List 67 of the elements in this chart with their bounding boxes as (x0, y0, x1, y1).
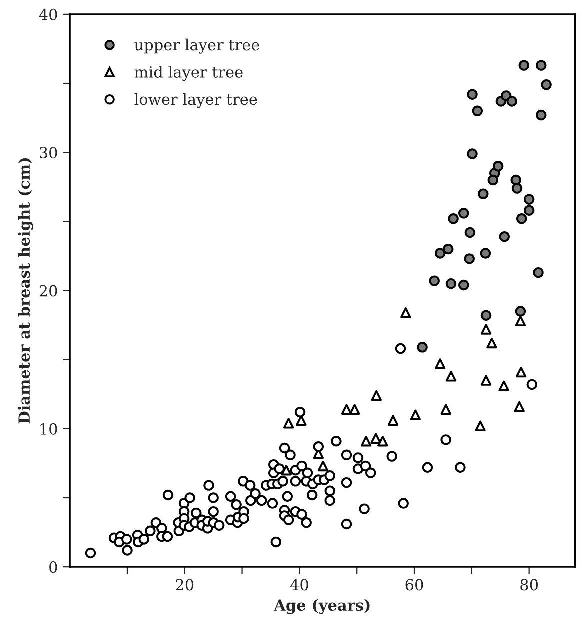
point (458, 280, 470, 291)
point (349, 404, 360, 415)
point (434, 358, 446, 370)
point (378, 436, 388, 447)
point (429, 276, 440, 286)
y-tick-label: 20 (40, 285, 58, 297)
point (446, 371, 457, 382)
y-tick-label: 10 (40, 423, 58, 435)
y-tick-label: 40 (39, 8, 58, 20)
y-axis-title: Diameter at breast height (cm) (18, 158, 34, 424)
point (400, 308, 412, 318)
point (515, 316, 526, 327)
point (516, 214, 528, 224)
point (464, 254, 475, 264)
point (448, 214, 459, 224)
point (480, 310, 492, 321)
legend-label: lower layer tree (134, 93, 258, 108)
y-tick-label: 0 (50, 562, 58, 574)
point (518, 60, 530, 71)
point (488, 174, 499, 186)
point (510, 174, 522, 186)
x-tick-label: 80 (520, 579, 538, 591)
point (498, 380, 510, 392)
point (318, 460, 329, 472)
point (388, 415, 399, 426)
point (515, 306, 526, 317)
point (467, 148, 478, 160)
point (486, 338, 498, 349)
point (475, 420, 486, 432)
point (440, 404, 452, 415)
point (417, 342, 428, 353)
point (446, 278, 457, 290)
point (480, 375, 492, 386)
point (492, 161, 504, 172)
point (478, 188, 489, 200)
point (472, 106, 484, 117)
point (360, 436, 372, 447)
point (499, 232, 510, 242)
point (524, 205, 535, 216)
point (516, 366, 527, 378)
point (506, 96, 518, 107)
point (464, 227, 476, 238)
point (533, 267, 544, 278)
point (536, 60, 547, 71)
y-tick-label: 30 (40, 147, 58, 159)
point (467, 89, 478, 100)
x-axis-title: Age (years) (274, 599, 370, 614)
point (480, 248, 492, 259)
x-tick-label: 60 (406, 579, 424, 591)
legend-label: mid layer tree (134, 66, 243, 82)
point (458, 208, 470, 219)
point (480, 324, 492, 335)
point (370, 433, 382, 444)
legend-label: upper layer tree (134, 38, 260, 54)
x-tick-label: 40 (290, 579, 308, 591)
point (410, 410, 422, 420)
point (371, 390, 382, 402)
point (443, 244, 454, 255)
point (283, 418, 294, 429)
point (514, 401, 525, 412)
x-tick-label: 20 (176, 579, 194, 591)
point (536, 110, 547, 121)
point (434, 248, 446, 259)
point (524, 194, 535, 205)
point (341, 404, 352, 415)
point (541, 80, 552, 90)
point (512, 183, 523, 194)
